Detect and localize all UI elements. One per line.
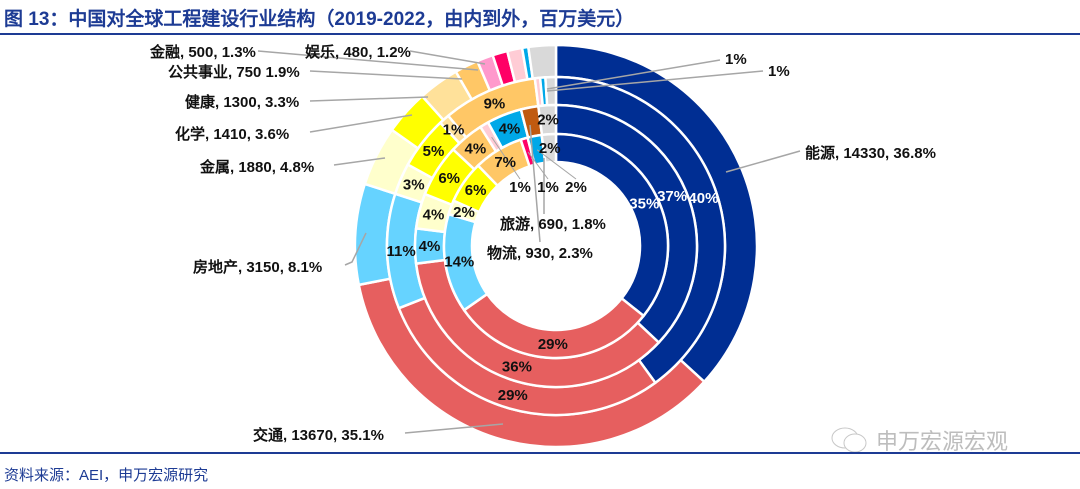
leader-line xyxy=(309,96,429,102)
ring-3-data-label-6: 4% xyxy=(465,141,487,158)
callout-utilities: 公共事业, 750 1.9% xyxy=(168,63,300,81)
ring-2-data-label-7: 9% xyxy=(484,96,506,113)
leader-line xyxy=(344,232,367,266)
ring-2-data-label-5: 5% xyxy=(423,143,445,160)
ring-3-data-label-3: 4% xyxy=(419,238,441,255)
wechat-icon xyxy=(831,427,867,453)
watermark: 申万宏源宏观 xyxy=(830,424,1008,456)
callout-metals: 金属, 1880, 4.8% xyxy=(199,158,314,176)
leader-line xyxy=(333,157,386,166)
ring-3-data-label-1: 37% xyxy=(657,188,687,205)
leader-line xyxy=(725,150,801,173)
ring-4-data-label-1: 35% xyxy=(629,195,659,212)
leader-line xyxy=(409,50,486,65)
ring-4-data-label-6: 7% xyxy=(494,154,516,171)
ring-4-data-label-4: 2% xyxy=(453,204,475,221)
callout-real-estate: 房地产, 3150, 8.1% xyxy=(193,258,322,276)
callout-chemicals: 化学, 1410, 3.6% xyxy=(175,125,289,143)
ring-1-slice-12 xyxy=(526,43,558,81)
callout-entertainment: 娱乐, 480, 1.2% xyxy=(305,43,411,61)
leader-line xyxy=(257,50,479,71)
ring-3-data-label-5: 6% xyxy=(438,170,460,187)
ring-4-data-label-2: 29% xyxy=(538,336,568,353)
leader-line xyxy=(404,423,504,434)
ring-4-label-leader-8 xyxy=(536,149,577,180)
leader-line xyxy=(309,70,463,80)
ring-3-data-label-2: 36% xyxy=(502,358,532,375)
callout-transport: 交通, 13670, 35.1% xyxy=(253,426,384,444)
callout-tourism: 旅游, 690, 1.8% xyxy=(500,215,606,233)
footer-rule xyxy=(0,452,1080,454)
ring-4-data-label-7: 1% xyxy=(537,179,559,196)
leader-line xyxy=(309,114,413,133)
ring-4-label-leader-7 xyxy=(527,151,549,180)
ring-2-data-label-4: 3% xyxy=(403,176,425,193)
ring-4-data-label-8: 2% xyxy=(565,179,587,196)
ring-3-data-label-4: 4% xyxy=(423,207,445,224)
callout-1pct-a: 1% xyxy=(725,51,747,68)
leader-line xyxy=(546,59,721,90)
leader-line xyxy=(529,124,541,243)
figure-title: 图 13：中国对全球工程建设行业结构（2019-2022，由内到外，百万美元） xyxy=(4,9,635,30)
callout-finance: 金融, 500, 1.3% xyxy=(149,43,256,61)
source-note: 资料来源：AEI，申万宏源研究 xyxy=(4,467,209,484)
watermark-text: 申万宏源宏观 xyxy=(876,429,1009,454)
ring-2-data-label-2: 29% xyxy=(498,387,528,404)
ring-3-data-label-7: 1% xyxy=(509,179,531,196)
ring-3-data-label-10: 2% xyxy=(537,112,559,129)
ring-2-data-label-1: 40% xyxy=(688,190,718,207)
leader-line xyxy=(546,70,764,92)
callout-logistics: 物流, 930, 2.3% xyxy=(487,244,593,262)
callout-1pct-b: 1% xyxy=(768,63,790,80)
callout-energy: 能源, 14330, 36.8% xyxy=(805,144,936,162)
ring-4-data-label-9: 2% xyxy=(539,140,561,157)
callout-health: 健康, 1300, 3.3% xyxy=(185,93,299,111)
ring-2-data-label-6: 1% xyxy=(443,122,465,139)
title-rule xyxy=(0,33,1080,35)
ring-3-label-leader-7 xyxy=(491,136,521,180)
ring-2-data-label-3: 11% xyxy=(386,243,415,260)
ring-4-data-label-3: 14% xyxy=(444,254,474,271)
ring-3-data-label-8: 4% xyxy=(499,120,521,137)
ring-4-data-label-5: 6% xyxy=(465,182,487,199)
